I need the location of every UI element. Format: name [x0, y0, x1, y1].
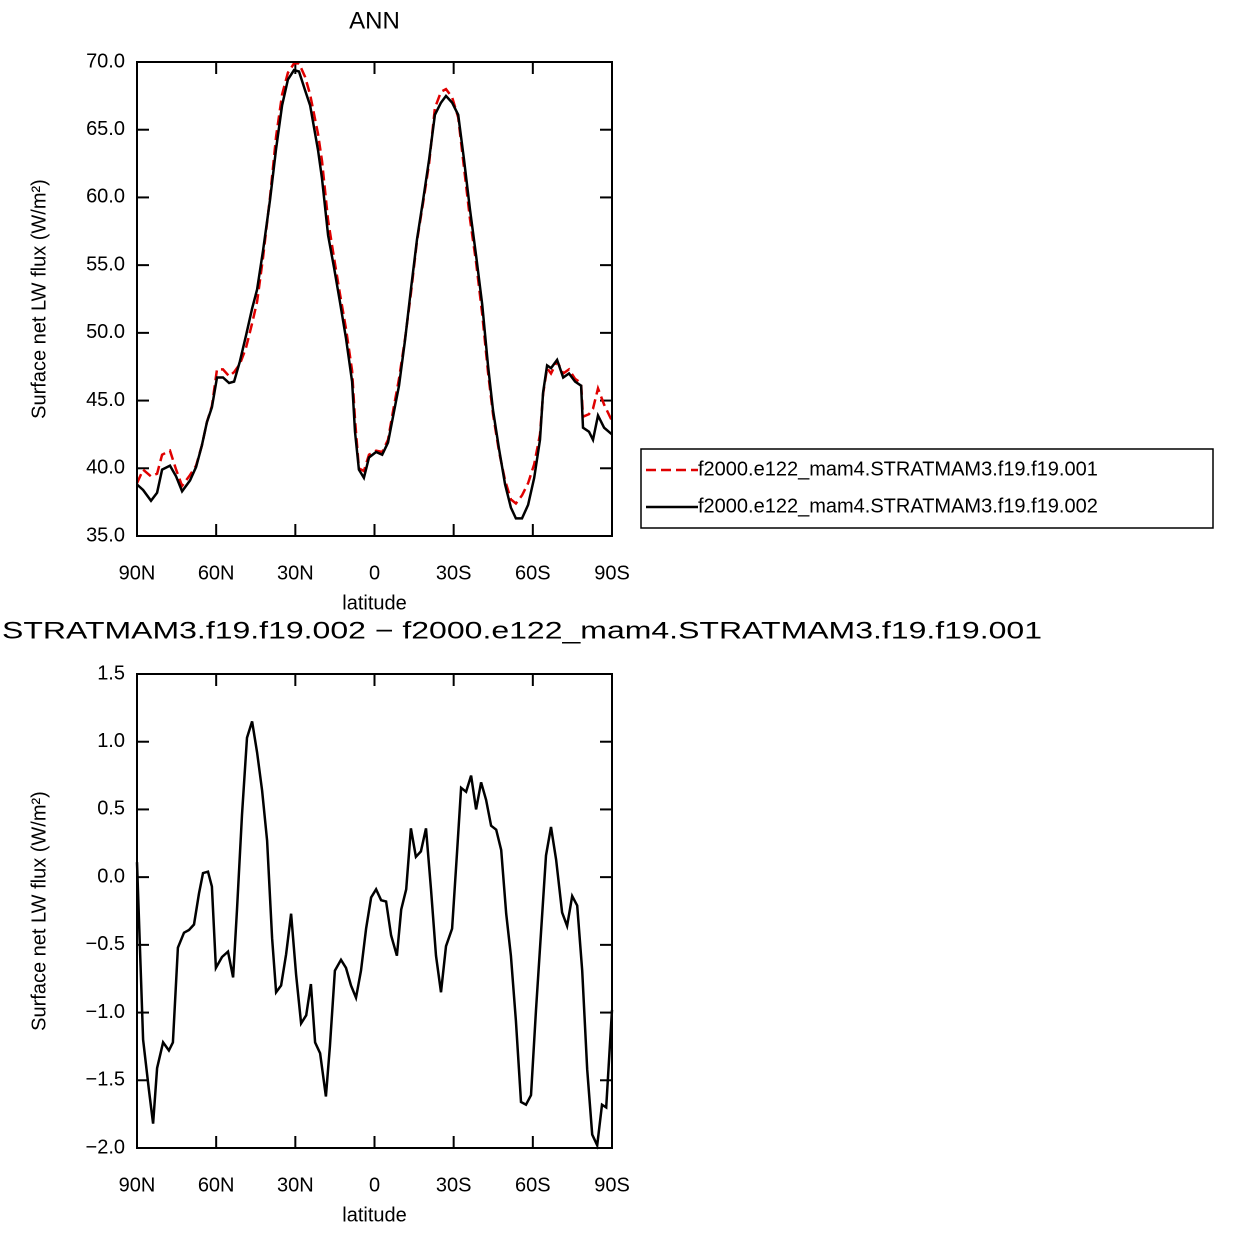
x-axis-label: latitude — [342, 1204, 407, 1226]
y-tick-label: 50.0 — [86, 321, 125, 343]
y-tick-label: 40.0 — [86, 457, 125, 479]
y-tick-label: 1.0 — [97, 730, 125, 752]
legend-label: f2000.e122_mam4.STRATMAM3.f19.f19.002 — [698, 495, 1098, 517]
y-axis-label: Surface net LW flux (W/m²) — [28, 791, 50, 1031]
y-tick-label: 55.0 — [86, 253, 125, 275]
y-tick-label: 60.0 — [86, 186, 125, 208]
y-tick-label: −0.5 — [86, 933, 125, 955]
panel: STRATMAM3.f19.f19.002 − f2000.e122_mam4.… — [2, 617, 1042, 1226]
y-tick-label: 0.5 — [97, 798, 125, 820]
x-tick-label: 30S — [436, 562, 472, 584]
x-tick-label: 90N — [119, 562, 156, 584]
x-axis-label: latitude — [342, 592, 407, 614]
x-tick-label: 90S — [594, 562, 630, 584]
x-tick-label: 0 — [369, 1174, 380, 1196]
x-tick-label: 90N — [119, 1174, 156, 1196]
y-axis-label: Surface net LW flux (W/m²) — [28, 179, 50, 419]
x-tick-label: 0 — [369, 562, 380, 584]
y-tick-label: −1.0 — [86, 1001, 125, 1023]
legend-box — [640, 448, 1214, 529]
y-tick-label: 45.0 — [86, 389, 125, 411]
chart-title: ANN — [349, 7, 400, 34]
x-tick-label: 60S — [515, 1174, 551, 1196]
plot-frame — [136, 673, 613, 1149]
x-tick-label: 30N — [277, 1174, 314, 1196]
x-tick-label: 60S — [515, 562, 551, 584]
x-tick-label: 60N — [198, 562, 235, 584]
series-line — [136, 68, 613, 520]
x-tick-label: 30S — [436, 1174, 472, 1196]
y-tick-label: 1.5 — [97, 662, 125, 684]
y-tick-label: 0.0 — [97, 865, 125, 887]
plot-frame — [136, 61, 613, 537]
y-tick-label: 70.0 — [86, 50, 125, 72]
series-line — [135, 721, 614, 1150]
y-tick-label: 35.0 — [86, 524, 125, 546]
x-tick-label: 30N — [277, 562, 314, 584]
y-tick-label: −1.5 — [86, 1069, 125, 1091]
x-tick-label: 90S — [594, 1174, 630, 1196]
y-tick-label: 65.0 — [86, 118, 125, 140]
legend-label: f2000.e122_mam4.STRATMAM3.f19.f19.001 — [698, 458, 1098, 480]
series-line — [135, 62, 614, 506]
chart-title: STRATMAM3.f19.f19.002 − f2000.e122_mam4.… — [2, 617, 1042, 644]
y-tick-label: −2.0 — [86, 1136, 125, 1158]
panel: ANN latitude Surface net LW flux (W/m²) 90N… — [28, 7, 1214, 614]
x-tick-label: 60N — [198, 1174, 235, 1196]
